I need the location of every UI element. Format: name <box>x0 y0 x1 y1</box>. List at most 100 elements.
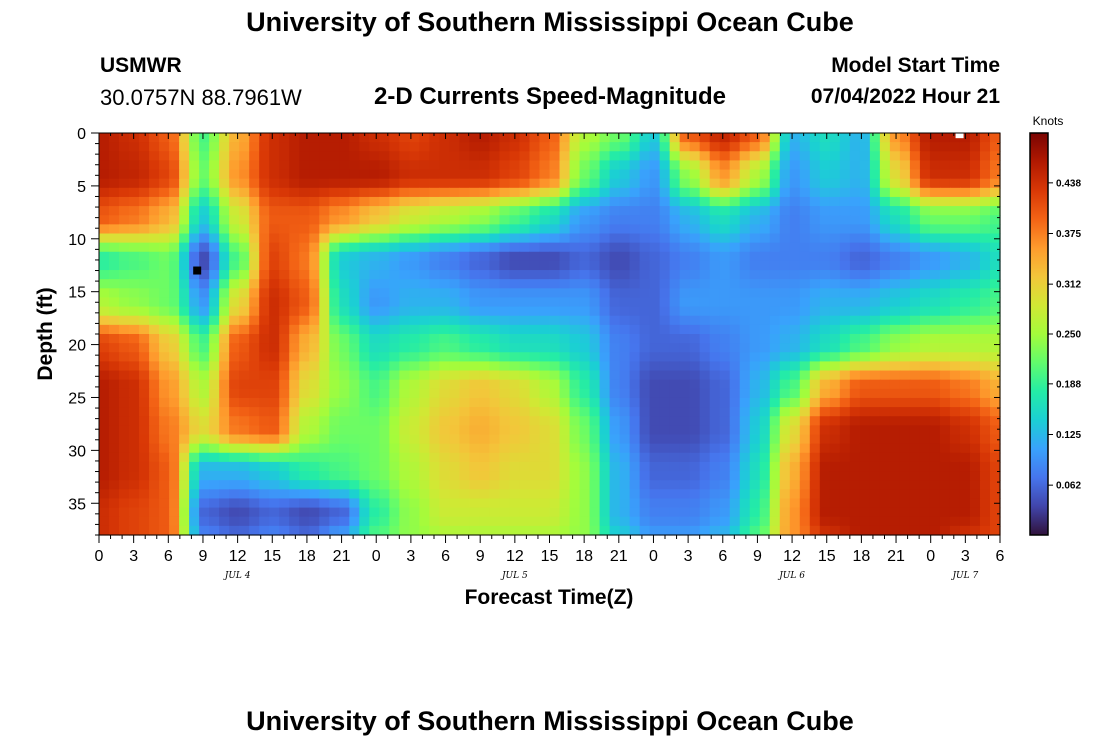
heatmap-cell <box>299 452 310 463</box>
heatmap-cell <box>659 224 671 235</box>
heatmap-cell <box>579 361 591 372</box>
heatmap-cell <box>699 388 711 399</box>
heatmap-cell <box>809 270 821 280</box>
heatmap-cell <box>799 489 811 500</box>
heatmap-cell <box>639 334 651 344</box>
heatmap-cell <box>709 407 721 417</box>
heatmap-cell <box>479 397 491 408</box>
heatmap-cell <box>879 224 891 235</box>
heatmap-cell <box>189 288 200 299</box>
heatmap-cell <box>539 206 551 216</box>
heatmap-cell <box>549 324 561 335</box>
heatmap-cell <box>519 315 531 326</box>
heatmap-cell <box>769 507 781 518</box>
heatmap-cell <box>139 352 150 363</box>
heatmap-cell <box>419 461 430 472</box>
model-start-label: Model Start Time <box>831 54 1000 77</box>
heatmap-cell <box>249 471 260 481</box>
heatmap-cell <box>869 133 881 143</box>
heatmap-cell <box>839 452 851 463</box>
heatmap-cell <box>309 206 320 216</box>
heatmap-cell <box>919 334 931 344</box>
heatmap-cell <box>829 196 841 207</box>
heatmap-cell <box>269 397 280 408</box>
heatmap-cell <box>189 416 200 426</box>
heatmap-cell <box>949 334 961 344</box>
heatmap-cell <box>429 324 440 335</box>
heatmap-cell <box>629 251 641 262</box>
heatmap-cell <box>859 461 871 472</box>
heatmap-cell <box>599 324 611 335</box>
heatmap-cell <box>729 416 741 426</box>
heatmap-cell <box>329 434 340 445</box>
heatmap-cell <box>139 361 150 372</box>
heatmap-cell <box>599 169 611 180</box>
heatmap-cell <box>939 187 951 198</box>
heatmap-cell <box>819 169 831 180</box>
heatmap-cell <box>629 525 641 536</box>
heatmap-cell <box>679 315 691 326</box>
heatmap-cell <box>199 416 210 426</box>
heatmap-cell <box>119 425 130 436</box>
heatmap-cell <box>749 206 761 216</box>
heatmap-cell <box>399 178 410 189</box>
heatmap-cell <box>939 242 951 253</box>
heatmap-cell <box>149 270 160 280</box>
heatmap-cell <box>879 397 891 408</box>
heatmap-cell <box>379 507 390 518</box>
heatmap-cell <box>829 297 841 308</box>
heatmap-cell <box>679 443 691 454</box>
heatmap-cell <box>489 379 501 390</box>
heatmap-cell <box>909 452 921 463</box>
heatmap-cell <box>939 461 951 472</box>
heatmap-cell <box>639 388 651 399</box>
heatmap-cell <box>829 361 841 372</box>
heatmap-cell <box>539 471 551 481</box>
heatmap-cell <box>539 361 551 372</box>
heatmap-cell <box>959 370 971 381</box>
heatmap-cell <box>779 251 791 262</box>
heatmap-cell <box>489 352 501 363</box>
heatmap-cell <box>339 160 350 171</box>
heatmap-cell <box>439 233 450 244</box>
heatmap-cell <box>569 489 581 500</box>
heatmap-cell <box>929 361 941 372</box>
heatmap-cell <box>309 142 320 152</box>
heatmap-cell <box>529 288 541 299</box>
heatmap-cell <box>959 233 971 244</box>
heatmap-cell <box>319 233 330 244</box>
heatmap-cell <box>559 407 571 417</box>
heatmap-cell <box>169 489 180 500</box>
heatmap-cell <box>209 142 220 152</box>
heatmap-cell <box>859 480 871 490</box>
heatmap-cell <box>839 187 851 198</box>
heatmap-cell <box>499 306 511 317</box>
heatmap-cell <box>789 233 801 244</box>
heatmap-cell <box>379 251 390 262</box>
heatmap-cell <box>99 324 110 335</box>
heatmap-cell <box>919 498 931 509</box>
heatmap-cell <box>409 525 420 536</box>
heatmap-cell <box>229 224 240 235</box>
heatmap-cell <box>789 160 801 171</box>
heatmap-cell <box>569 425 581 436</box>
heatmap-cell <box>789 142 801 152</box>
heatmap-cell <box>189 324 200 335</box>
heatmap-cell <box>809 288 821 299</box>
heatmap-cell <box>359 416 370 426</box>
heatmap-cell <box>479 242 491 253</box>
heatmap-cell <box>839 434 851 445</box>
heatmap-cell <box>249 324 260 335</box>
heatmap-cell <box>249 361 260 372</box>
heatmap-cell <box>179 443 190 454</box>
heatmap-cell <box>389 169 400 180</box>
heatmap-cell <box>419 370 430 381</box>
heatmap-cell <box>729 251 741 262</box>
heatmap-cell <box>949 279 961 289</box>
heatmap-cell <box>689 260 701 271</box>
heatmap-cell <box>239 324 250 335</box>
heatmap-cell <box>799 297 811 308</box>
heatmap-cell <box>169 443 180 454</box>
heatmap-cell <box>899 352 911 363</box>
heatmap-cell <box>219 525 230 536</box>
